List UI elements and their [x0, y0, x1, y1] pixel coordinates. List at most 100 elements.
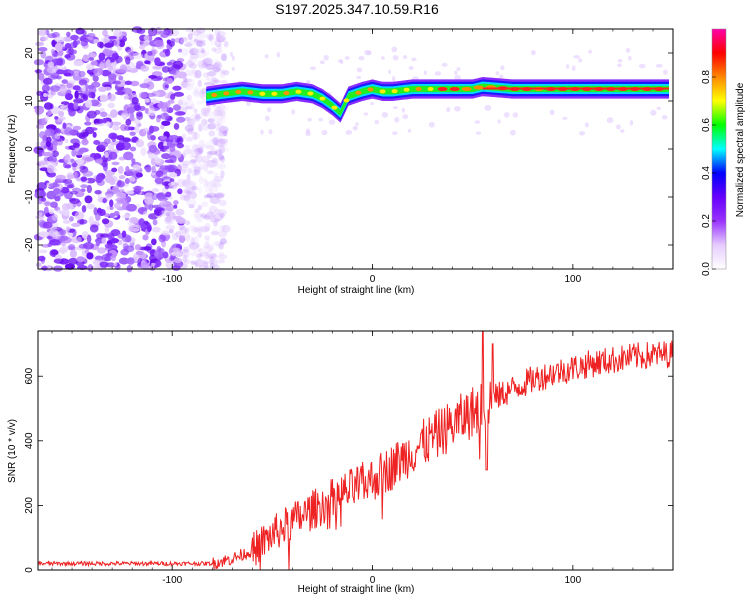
heatmap-cell [194, 261, 199, 268]
heatmap-cell [206, 159, 218, 168]
heatmap-cell [179, 249, 190, 254]
heatmap-cell [402, 114, 409, 120]
heatmap-cell [211, 252, 217, 260]
heatmap-cell [203, 108, 210, 118]
heatmap-cell [216, 117, 226, 125]
heatmap-cell [118, 75, 124, 81]
heatmap-cell [196, 32, 206, 39]
heatmap-cell [104, 151, 109, 158]
heatmap-cell [185, 105, 193, 110]
heatmap-cell [79, 218, 85, 225]
heatmap-cell [134, 244, 142, 251]
heatmap-cell [185, 60, 194, 67]
heatmap-cell [191, 153, 200, 158]
heatmap-cell [199, 226, 210, 233]
heatmap-cell [210, 138, 221, 143]
heatmap-cell [142, 127, 150, 134]
heatmap-cell [152, 219, 158, 226]
heatmap-cell [291, 109, 296, 115]
heatmap-cell [75, 158, 85, 165]
heatmap-cell [181, 133, 187, 140]
heatmap-cell [191, 185, 197, 191]
heatmap-cell [184, 144, 192, 151]
heatmap-cell [202, 50, 210, 56]
heatmap-cell [264, 115, 270, 121]
heatmap-cell [208, 34, 214, 42]
heatmap-cell [220, 69, 226, 75]
heatmap-cell [142, 234, 149, 241]
heatmap-cell [221, 224, 231, 233]
heatmap-cell [118, 30, 127, 37]
heatmap-cell [215, 192, 226, 198]
heatmap-cell [189, 244, 198, 251]
heatmap-cell [59, 229, 67, 236]
heatmap-cell [204, 222, 211, 232]
heatmap-cell [188, 242, 200, 250]
heatmap-cell [107, 93, 117, 102]
heatmap-cell [213, 114, 224, 123]
heatmap-cell [68, 244, 76, 250]
heatmap-cell [530, 50, 536, 56]
heatmap-cell [94, 159, 103, 164]
heatmap-cell [220, 237, 227, 245]
heatmap-cell [203, 215, 211, 220]
heatmap-cell [60, 101, 70, 106]
heatmap-cell [37, 29, 47, 36]
heatmap-cell [205, 211, 215, 220]
heatmap-cell [126, 203, 137, 212]
spectrogram-xtick-label: 100 [564, 274, 581, 285]
heatmap-cell [74, 211, 85, 220]
heatmap-cell [474, 120, 481, 124]
heatmap-cell [218, 145, 226, 154]
heatmap-cell [154, 209, 162, 217]
heatmap-cell [217, 254, 228, 260]
heatmap-cell [363, 112, 369, 116]
heatmap-cell [70, 190, 79, 195]
heatmap-cell [138, 91, 148, 99]
heatmap-cell [61, 203, 71, 212]
heatmap-cell [108, 132, 118, 140]
heatmap-cell [54, 195, 61, 202]
heatmap-cell [196, 39, 203, 48]
heatmap-cell [151, 192, 158, 201]
heatmap-cell [109, 199, 114, 207]
heatmap-cell [81, 205, 87, 213]
heatmap-cell [411, 57, 417, 62]
heatmap-cell [131, 26, 143, 33]
heatmap-cell [391, 46, 398, 53]
heatmap-cell [52, 188, 61, 195]
heatmap-cell [204, 82, 214, 86]
heatmap-cell [37, 212, 43, 217]
heatmap-cell [43, 206, 49, 215]
heatmap-cell [198, 47, 205, 54]
heatmap-cell [131, 97, 139, 105]
heatmap-ridge-peak [271, 91, 278, 96]
heatmap-cell [218, 155, 225, 161]
heatmap-cell [179, 37, 186, 44]
heatmap-cell [113, 262, 118, 267]
heatmap-cell [115, 192, 126, 199]
heatmap-cell [111, 161, 120, 166]
heatmap-cell [212, 178, 222, 184]
heatmap-cell [196, 253, 203, 259]
heatmap-cell [172, 60, 184, 69]
heatmap-cell [190, 49, 195, 55]
heatmap-cell [214, 39, 222, 48]
heatmap-cell [584, 122, 589, 128]
heatmap-cell [169, 145, 176, 153]
heatmap-cell [215, 34, 226, 43]
heatmap-cell [187, 78, 195, 87]
heatmap-cell [148, 125, 155, 134]
heatmap-cell [88, 216, 94, 225]
heatmap-cell [146, 224, 152, 233]
heatmap-cell [500, 65, 505, 71]
heatmap-cell [173, 257, 183, 264]
heatmap-cell [209, 256, 215, 265]
snr-xtick-label: 100 [564, 575, 581, 586]
heatmap-cell [175, 208, 185, 216]
heatmap-cell [212, 182, 222, 188]
heatmap-cell [625, 48, 631, 53]
heatmap-cell [89, 224, 99, 233]
heatmap-cell [104, 174, 114, 184]
heatmap-cell [198, 264, 210, 270]
